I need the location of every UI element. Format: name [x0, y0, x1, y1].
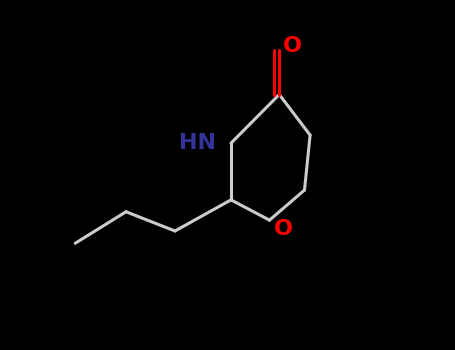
Text: O: O [283, 35, 302, 56]
Text: HN: HN [179, 133, 216, 153]
Text: O: O [274, 219, 293, 239]
